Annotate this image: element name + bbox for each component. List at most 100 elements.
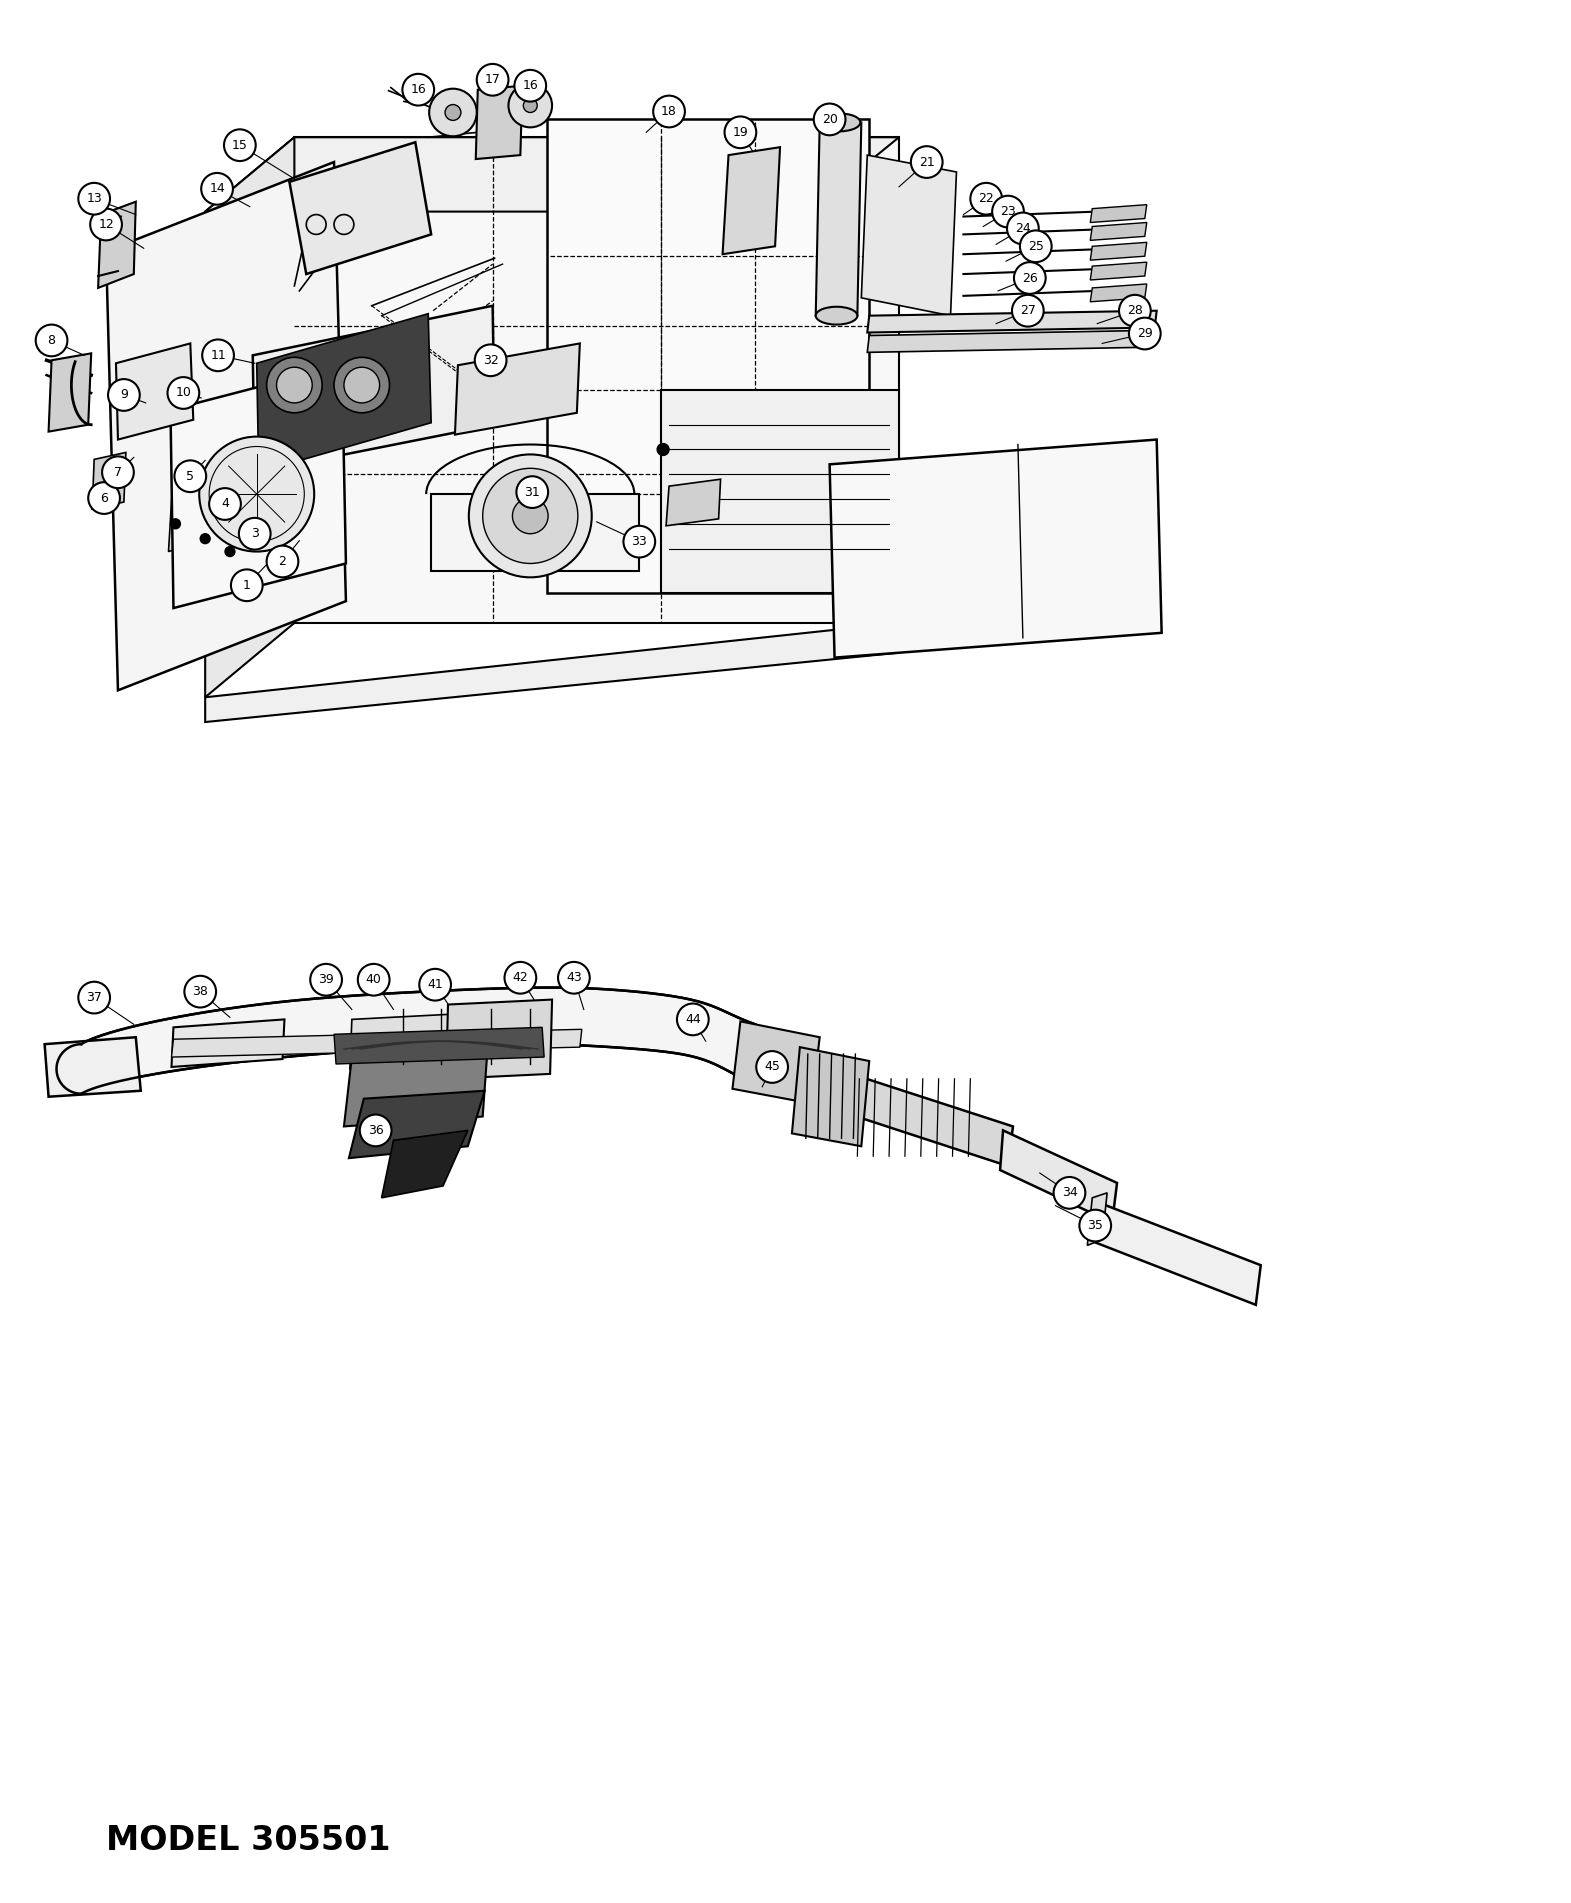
Polygon shape xyxy=(93,453,126,508)
Circle shape xyxy=(344,367,380,403)
Circle shape xyxy=(677,1003,709,1035)
Polygon shape xyxy=(289,143,430,274)
Polygon shape xyxy=(446,999,551,1079)
Circle shape xyxy=(512,499,548,533)
Circle shape xyxy=(360,1115,391,1146)
Circle shape xyxy=(90,209,123,240)
Polygon shape xyxy=(792,1047,869,1146)
Polygon shape xyxy=(430,495,639,571)
Circle shape xyxy=(724,116,756,148)
Polygon shape xyxy=(1001,1130,1117,1222)
Circle shape xyxy=(335,358,390,413)
Circle shape xyxy=(504,961,536,993)
Text: 31: 31 xyxy=(525,485,540,499)
Circle shape xyxy=(88,481,119,514)
Text: 14: 14 xyxy=(209,183,225,196)
Text: 45: 45 xyxy=(764,1060,781,1073)
Polygon shape xyxy=(44,1037,141,1096)
Polygon shape xyxy=(1087,1193,1108,1245)
Polygon shape xyxy=(57,988,756,1094)
Polygon shape xyxy=(206,137,294,696)
Polygon shape xyxy=(1090,206,1147,223)
Text: 8: 8 xyxy=(47,333,55,346)
Text: 19: 19 xyxy=(732,126,748,139)
Text: 5: 5 xyxy=(187,470,195,483)
Circle shape xyxy=(225,129,256,162)
Text: 6: 6 xyxy=(101,491,108,504)
Circle shape xyxy=(276,367,313,403)
Circle shape xyxy=(814,103,845,135)
Circle shape xyxy=(558,961,589,993)
Circle shape xyxy=(36,325,68,356)
Text: 10: 10 xyxy=(176,386,192,400)
Text: 44: 44 xyxy=(685,1012,701,1026)
Circle shape xyxy=(971,183,1002,215)
Text: 32: 32 xyxy=(482,354,498,367)
Circle shape xyxy=(419,969,451,1001)
Text: 33: 33 xyxy=(632,535,647,548)
Text: 43: 43 xyxy=(566,971,581,984)
Polygon shape xyxy=(1090,284,1147,303)
Circle shape xyxy=(523,99,537,112)
Polygon shape xyxy=(867,331,1142,352)
Text: 1: 1 xyxy=(244,579,251,592)
Polygon shape xyxy=(723,147,781,255)
Polygon shape xyxy=(294,137,899,622)
Polygon shape xyxy=(847,1073,1013,1167)
Text: 18: 18 xyxy=(661,105,677,118)
Polygon shape xyxy=(829,440,1161,658)
Circle shape xyxy=(1007,213,1038,244)
Text: 16: 16 xyxy=(410,84,426,97)
Text: 24: 24 xyxy=(1015,223,1031,234)
Circle shape xyxy=(108,379,140,411)
Polygon shape xyxy=(116,343,193,440)
Polygon shape xyxy=(476,86,522,160)
Text: 2: 2 xyxy=(278,556,286,567)
Text: 40: 40 xyxy=(366,972,382,986)
Circle shape xyxy=(509,84,551,128)
Circle shape xyxy=(225,546,236,556)
Circle shape xyxy=(231,569,262,601)
Polygon shape xyxy=(350,1009,542,1069)
Circle shape xyxy=(267,546,298,577)
Text: 28: 28 xyxy=(1126,304,1142,318)
Circle shape xyxy=(1130,318,1161,350)
Text: 35: 35 xyxy=(1087,1220,1103,1231)
Text: 16: 16 xyxy=(523,80,539,91)
Polygon shape xyxy=(335,1028,544,1064)
Circle shape xyxy=(1013,263,1046,293)
Circle shape xyxy=(1020,230,1051,263)
Text: 38: 38 xyxy=(192,986,209,999)
Text: 21: 21 xyxy=(919,156,935,169)
Circle shape xyxy=(514,70,547,101)
Text: 7: 7 xyxy=(115,466,123,480)
Ellipse shape xyxy=(815,306,858,325)
Text: 34: 34 xyxy=(1062,1186,1078,1199)
Polygon shape xyxy=(815,122,861,316)
Text: 20: 20 xyxy=(822,112,837,126)
Text: 26: 26 xyxy=(1023,272,1038,285)
Polygon shape xyxy=(666,480,721,525)
Circle shape xyxy=(201,173,233,206)
Text: 3: 3 xyxy=(251,527,259,540)
Polygon shape xyxy=(1090,263,1147,280)
Polygon shape xyxy=(1095,1203,1262,1305)
Circle shape xyxy=(1079,1210,1111,1241)
Text: 13: 13 xyxy=(86,192,102,206)
Polygon shape xyxy=(253,306,495,472)
Text: 15: 15 xyxy=(233,139,248,152)
Circle shape xyxy=(267,358,322,413)
Text: 42: 42 xyxy=(512,971,528,984)
Text: 39: 39 xyxy=(319,972,335,986)
Circle shape xyxy=(79,982,110,1014)
Text: 23: 23 xyxy=(1001,206,1016,219)
Text: 41: 41 xyxy=(427,978,443,991)
Circle shape xyxy=(171,520,181,529)
Polygon shape xyxy=(456,343,580,434)
Circle shape xyxy=(1054,1176,1086,1208)
Circle shape xyxy=(993,196,1024,228)
Circle shape xyxy=(203,339,234,371)
Text: 4: 4 xyxy=(222,497,229,510)
Circle shape xyxy=(756,1050,789,1083)
Circle shape xyxy=(1119,295,1150,327)
